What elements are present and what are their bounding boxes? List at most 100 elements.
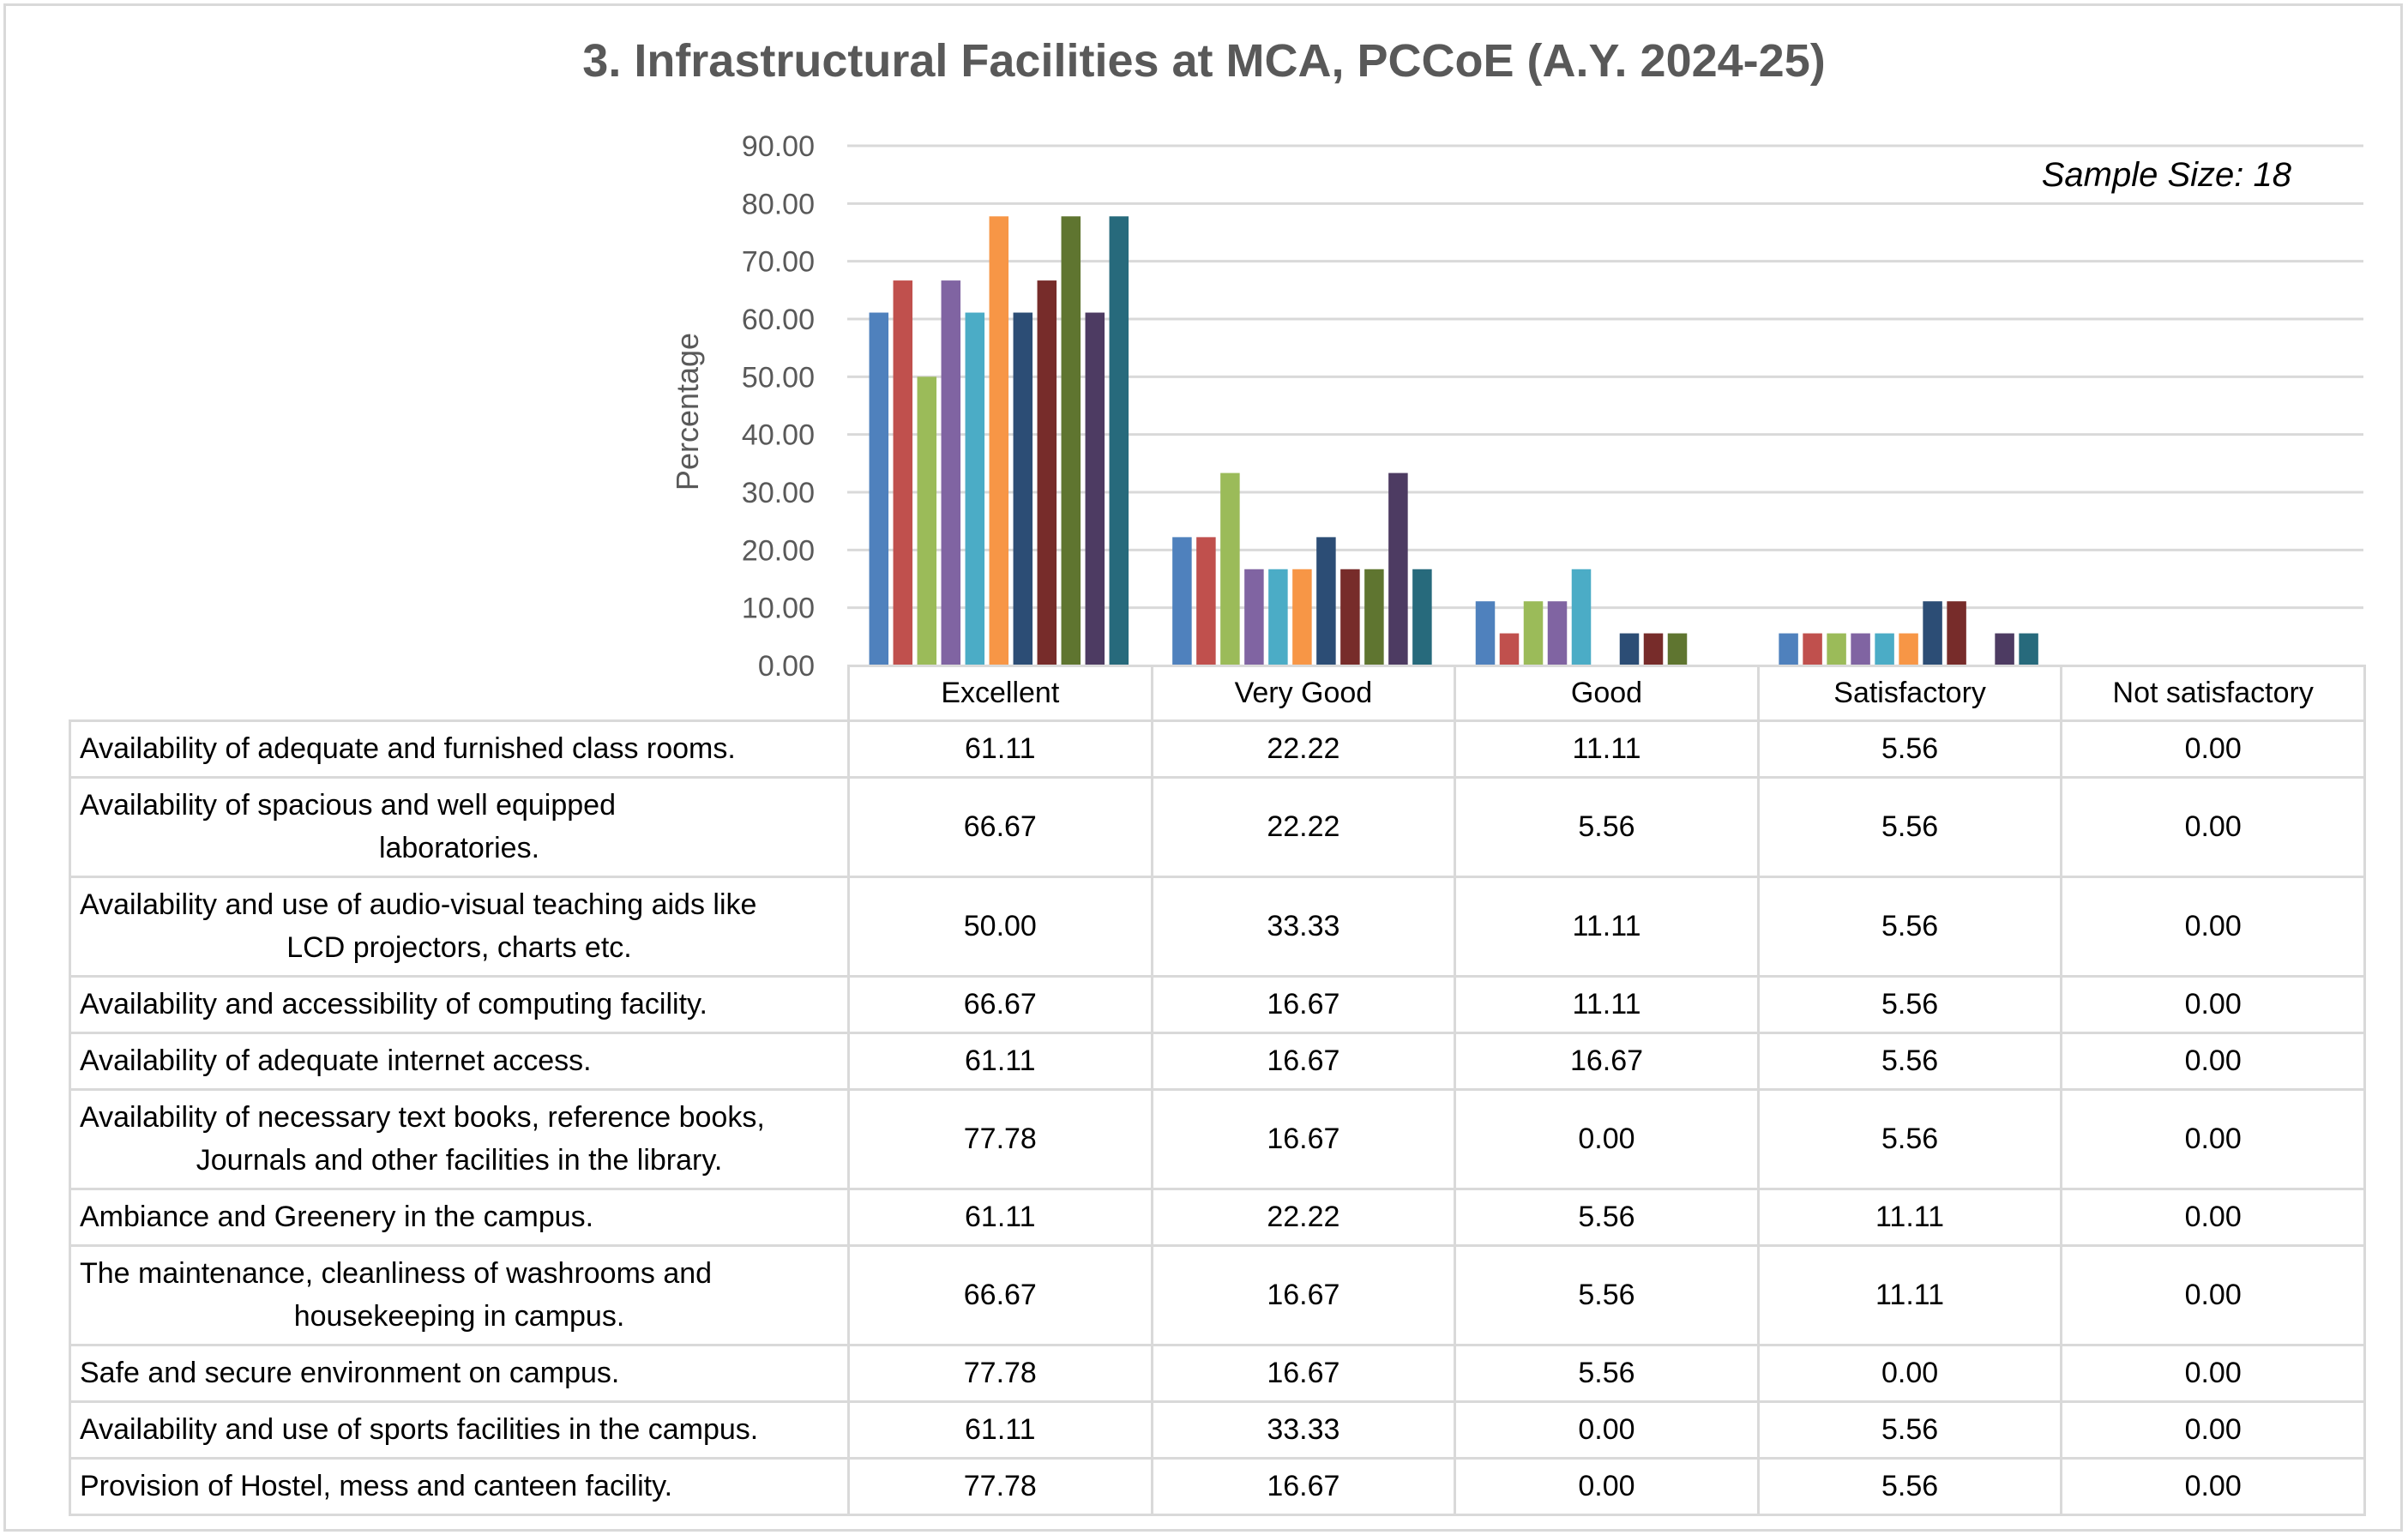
row-label: Availability and use of audio-visual tea… xyxy=(69,876,850,978)
table-row: Availability of necessary text books, re… xyxy=(69,1088,2366,1190)
y-tick-label: 50.00 xyxy=(742,361,815,394)
table-header-row: Excellent Very Good Good Satisfactory Not sa… xyxy=(70,665,2366,722)
bar xyxy=(1947,601,1966,665)
table-cell-value: 11.11 xyxy=(1454,975,1760,1034)
row-label-line: Availability and use of audio-visual tea… xyxy=(80,888,757,922)
row-label: Safe and secure environment on campus. xyxy=(69,1344,850,1403)
table-row: Availability and accessibility of comput… xyxy=(69,975,2366,1034)
table-row: Availability of adequate internet access… xyxy=(69,1032,2366,1091)
bar xyxy=(1803,633,1822,665)
table-cell-value: 0.00 xyxy=(1454,1088,1760,1190)
table-cell-value: 0.00 xyxy=(1454,1457,1760,1516)
bar xyxy=(1292,569,1312,665)
table-cell-value: 0.00 xyxy=(2060,876,2366,978)
bar xyxy=(1037,280,1057,665)
row-label: Availability of spacious and well equipp… xyxy=(69,776,850,878)
table-cell-value: 11.11 xyxy=(1756,1188,2063,1247)
table-cell-value: 77.78 xyxy=(847,1344,1153,1403)
table-cell-value: 16.67 xyxy=(1150,1032,1457,1091)
table-cell-value: 50.00 xyxy=(847,876,1153,978)
table-cell-value: 16.67 xyxy=(1454,1032,1760,1091)
y-tick-label: 20.00 xyxy=(742,534,815,567)
table-cell-value: 61.11 xyxy=(847,719,1153,779)
row-label: Availability of adequate and furnished c… xyxy=(69,719,850,779)
bar xyxy=(1061,216,1081,666)
row-label-line: Availability of necessary text books, re… xyxy=(80,1101,765,1135)
bar xyxy=(1779,633,1798,665)
bar xyxy=(1827,633,1846,665)
y-tick-label: 90.00 xyxy=(742,130,815,163)
table-cell-value: 5.56 xyxy=(1756,1457,2063,1516)
table-row: Ambiance and Greenery in the campus. 61.1… xyxy=(69,1188,2366,1247)
row-label-line: Availability of adequate internet access… xyxy=(80,1044,592,1077)
bar xyxy=(1268,569,1288,665)
table-cell-value: 0.00 xyxy=(1454,1400,1760,1460)
bar xyxy=(1643,633,1664,665)
row-label-line: LCD projectors, charts etc. xyxy=(286,930,632,964)
table-cell-value: 0.00 xyxy=(2060,975,2366,1034)
table-cell-value: 11.11 xyxy=(1454,719,1760,779)
row-label-line: Availability of adequate and furnished c… xyxy=(80,731,736,765)
row-label-line: The maintenance, cleanliness of washroom… xyxy=(80,1257,713,1291)
row-label-line: Availability and use of sports facilitie… xyxy=(80,1412,759,1446)
bar xyxy=(1923,601,1942,665)
bar xyxy=(917,376,937,665)
table-cell-value: 16.67 xyxy=(1150,1244,1457,1346)
bar xyxy=(1196,537,1216,665)
table-corner xyxy=(70,666,849,721)
bar xyxy=(1172,537,1192,665)
table-cell-value: 5.56 xyxy=(1756,1032,2063,1091)
table-cell-value: 5.56 xyxy=(1454,776,1760,878)
y-tick-label: 60.00 xyxy=(742,304,815,336)
table-cell-value: 66.67 xyxy=(847,776,1153,878)
table-cell-value: 66.67 xyxy=(847,1244,1153,1346)
table-cell-value: 77.78 xyxy=(847,1457,1153,1516)
table-cell-value: 22.22 xyxy=(1150,776,1457,878)
bar xyxy=(1109,216,1129,666)
row-label: Provision of Hostel, mess and canteen fa… xyxy=(69,1457,850,1516)
bar xyxy=(1013,312,1033,665)
bar xyxy=(869,312,889,665)
chart-title: 3. Infrastructural Facilities at MCA, PC… xyxy=(582,35,1826,87)
table-cell-value: 5.56 xyxy=(1454,1188,1760,1247)
row-label-line: Provision of Hostel, mess and canteen fa… xyxy=(80,1469,673,1502)
y-tick-label: 80.00 xyxy=(742,188,815,220)
bar xyxy=(1619,633,1640,665)
row-label-line: Journals and other facilities in the lib… xyxy=(196,1143,723,1177)
bar xyxy=(1899,633,1918,665)
bar xyxy=(989,216,1009,666)
table-cell-value: 77.78 xyxy=(847,1088,1153,1190)
table-row: Safe and secure environment on campus. 77… xyxy=(69,1344,2366,1403)
row-label-line: Ambiance and Greenery in the campus. xyxy=(80,1200,594,1233)
sample-size-annotation: Sample Size: 18 xyxy=(2041,156,2291,194)
row-label-line: Safe and secure environment on campus. xyxy=(80,1356,620,1389)
bar xyxy=(1667,633,1688,665)
row-label: The maintenance, cleanliness of washroom… xyxy=(69,1244,850,1346)
bar xyxy=(1388,473,1408,665)
category-label: Satisfactory xyxy=(1756,665,2063,722)
table-cell-value: 5.56 xyxy=(1454,1244,1760,1346)
table-cell-value: 66.67 xyxy=(847,975,1153,1034)
category-label: Very Good xyxy=(1150,665,1457,722)
bar xyxy=(1364,569,1384,665)
table-cell-value: 11.11 xyxy=(1454,876,1760,978)
bar xyxy=(1316,537,1336,665)
bar xyxy=(1244,569,1264,665)
table-cell-value: 5.56 xyxy=(1756,975,2063,1034)
row-label-line: Availability of spacious and well equipp… xyxy=(80,789,616,822)
row-label-line: Availability and accessibility of comput… xyxy=(80,987,707,1020)
y-tick-label: 40.00 xyxy=(742,419,815,452)
bar xyxy=(1571,569,1592,665)
row-label-line: housekeeping in campus. xyxy=(293,1299,625,1333)
bar xyxy=(1220,473,1240,665)
table-cell-value: 11.11 xyxy=(1756,1244,2063,1346)
row-label: Availability of necessary text books, re… xyxy=(69,1088,850,1190)
bar xyxy=(1851,633,1870,665)
row-label: Availability and accessibility of comput… xyxy=(69,975,850,1034)
bar xyxy=(1995,633,2014,665)
table-cell-value: 0.00 xyxy=(2060,1400,2366,1460)
bar xyxy=(1412,569,1432,665)
table-cell-value: 5.56 xyxy=(1756,776,2063,878)
bar xyxy=(1499,633,1520,665)
table-cell-value: 5.56 xyxy=(1756,1088,2063,1190)
